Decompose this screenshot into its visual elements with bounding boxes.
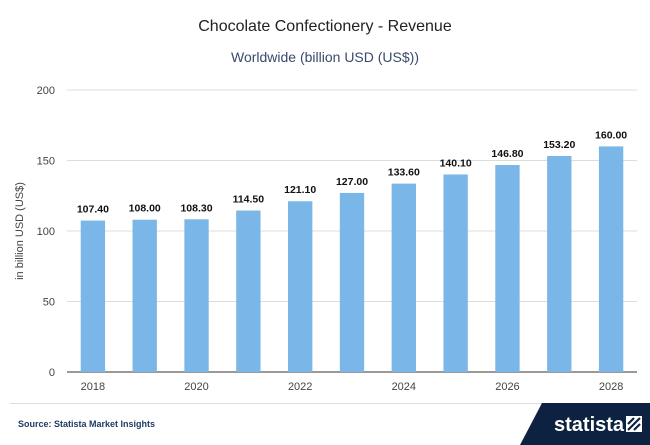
- data-label: 153.20: [543, 139, 575, 151]
- data-label: 114.50: [233, 194, 265, 206]
- y-axis-title: in billion USD (US$): [14, 182, 26, 280]
- x-tick-label: 2020: [184, 381, 208, 393]
- y-tick-label: 200: [37, 85, 55, 97]
- bar: [236, 210, 261, 372]
- y-tick-label: 50: [43, 297, 55, 309]
- y-tick-label: 100: [37, 226, 55, 238]
- x-tick-label: 2024: [392, 381, 416, 393]
- bar: [288, 201, 313, 372]
- data-label: 133.60: [388, 167, 420, 179]
- bar: [132, 219, 157, 372]
- bar: [184, 219, 209, 372]
- y-tick-label: 0: [49, 367, 55, 379]
- data-label: 107.40: [77, 204, 109, 216]
- chart-title: Chocolate Confectionery - Revenue: [198, 18, 452, 35]
- bar: [339, 192, 365, 372]
- bar: [547, 155, 572, 372]
- x-tick-label: 2018: [81, 381, 105, 393]
- x-tick-label: 2022: [288, 381, 312, 393]
- source-note: Source: Statista Market Insights: [18, 419, 156, 429]
- data-label: 121.10: [284, 184, 316, 196]
- bar: [391, 183, 416, 372]
- footer-divider: [10, 403, 640, 404]
- data-label: 140.10: [440, 157, 472, 169]
- svg-text:statista: statista: [554, 414, 625, 436]
- x-tick-label: 2028: [599, 381, 623, 393]
- bar: [80, 220, 106, 372]
- data-label: 146.80: [491, 148, 523, 160]
- statista-logo: statista: [520, 403, 650, 445]
- y-tick-label: 150: [37, 156, 55, 168]
- chart-subtitle: Worldwide (billion USD (US$)): [230, 49, 419, 65]
- bar: [598, 146, 624, 372]
- data-label: 108.30: [180, 202, 212, 214]
- bar: [443, 174, 468, 372]
- data-label: 108.00: [129, 203, 161, 215]
- data-label: 127.00: [336, 176, 368, 188]
- x-tick-label: 2026: [495, 381, 519, 393]
- bar-chart: 0 50 100 150 200 in billion USD (US$) 107.40 10…: [14, 85, 637, 393]
- bar: [495, 165, 520, 372]
- data-label: 160.00: [595, 129, 627, 141]
